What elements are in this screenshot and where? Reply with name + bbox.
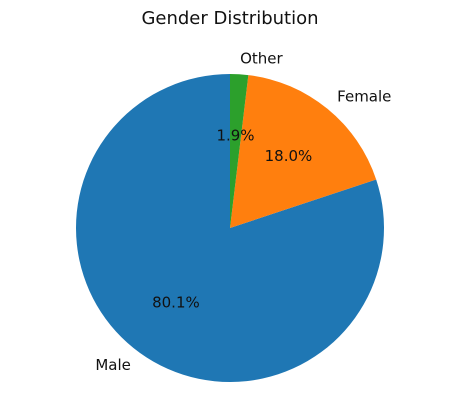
chart-title: Gender Distribution: [141, 8, 318, 29]
pie-slice: [230, 75, 377, 229]
slice-label: Male: [95, 356, 131, 374]
slice-label: Other: [240, 49, 283, 67]
pie-slice: [230, 74, 249, 228]
slice-label: Female: [337, 87, 391, 105]
pie-slice: [75, 74, 384, 382]
value-label: 18.0%: [265, 147, 313, 165]
value-label: 80.1%: [152, 293, 200, 311]
value-label: 1.9%: [216, 126, 254, 144]
